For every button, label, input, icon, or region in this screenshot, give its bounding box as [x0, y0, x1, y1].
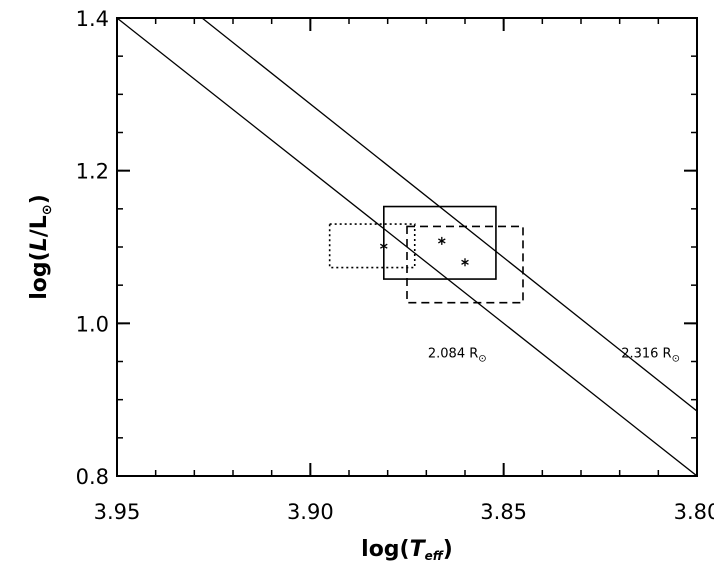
y-tick-label: 1.4 — [76, 7, 109, 31]
radius-label-sun: ⊙ — [672, 354, 680, 365]
y-tick-label: 1.2 — [76, 160, 109, 184]
data-point — [438, 236, 446, 245]
radius-label: 2.316 R⊙ — [621, 347, 680, 365]
x-tick-label: 3.80 — [674, 500, 714, 524]
radius-label-sun: ⊙ — [478, 354, 486, 365]
y-axis-title-suffix: ) — [27, 194, 52, 204]
y-axis-title-var: L — [27, 237, 52, 251]
x-axis-title: log(Teff) — [361, 537, 453, 563]
y-tick-label: 1.0 — [76, 312, 109, 336]
radius-label-value: 2.084 R — [428, 347, 478, 362]
y-tick-label: 0.8 — [76, 465, 109, 489]
x-tick-label: 3.85 — [480, 500, 527, 524]
radius-label: 2.084 R⊙ — [428, 347, 487, 365]
data-point — [461, 258, 469, 267]
x-tick-label: 3.90 — [287, 500, 334, 524]
x-axis-title-sub: eff — [425, 549, 444, 563]
x-axis-title-var: T — [410, 537, 427, 562]
radius-line — [201, 18, 697, 412]
y-axis-title-sub: ⊙ — [40, 204, 55, 215]
data-point — [380, 242, 388, 251]
y-axis-title: log(L/L⊙) — [27, 194, 55, 300]
axis-ticks: 3.95 3.90 3.85 3.80 0.8 1.0 1.2 1.4 — [76, 7, 714, 524]
x-axis-title-suffix: ) — [443, 537, 453, 562]
x-tick-label: 3.95 — [94, 500, 141, 524]
y-axis-title-prefix: log( — [27, 251, 52, 299]
box-solid — [382, 205, 497, 280]
y-axis-title-sym: L — [27, 215, 52, 229]
box-dashed — [406, 225, 524, 304]
y-axis-title-slash: / — [27, 228, 52, 237]
radius-label-value: 2.316 R — [621, 347, 671, 362]
x-axis-title-prefix: log( — [361, 537, 409, 562]
box-dotted — [328, 223, 416, 269]
plot-area — [117, 18, 697, 476]
